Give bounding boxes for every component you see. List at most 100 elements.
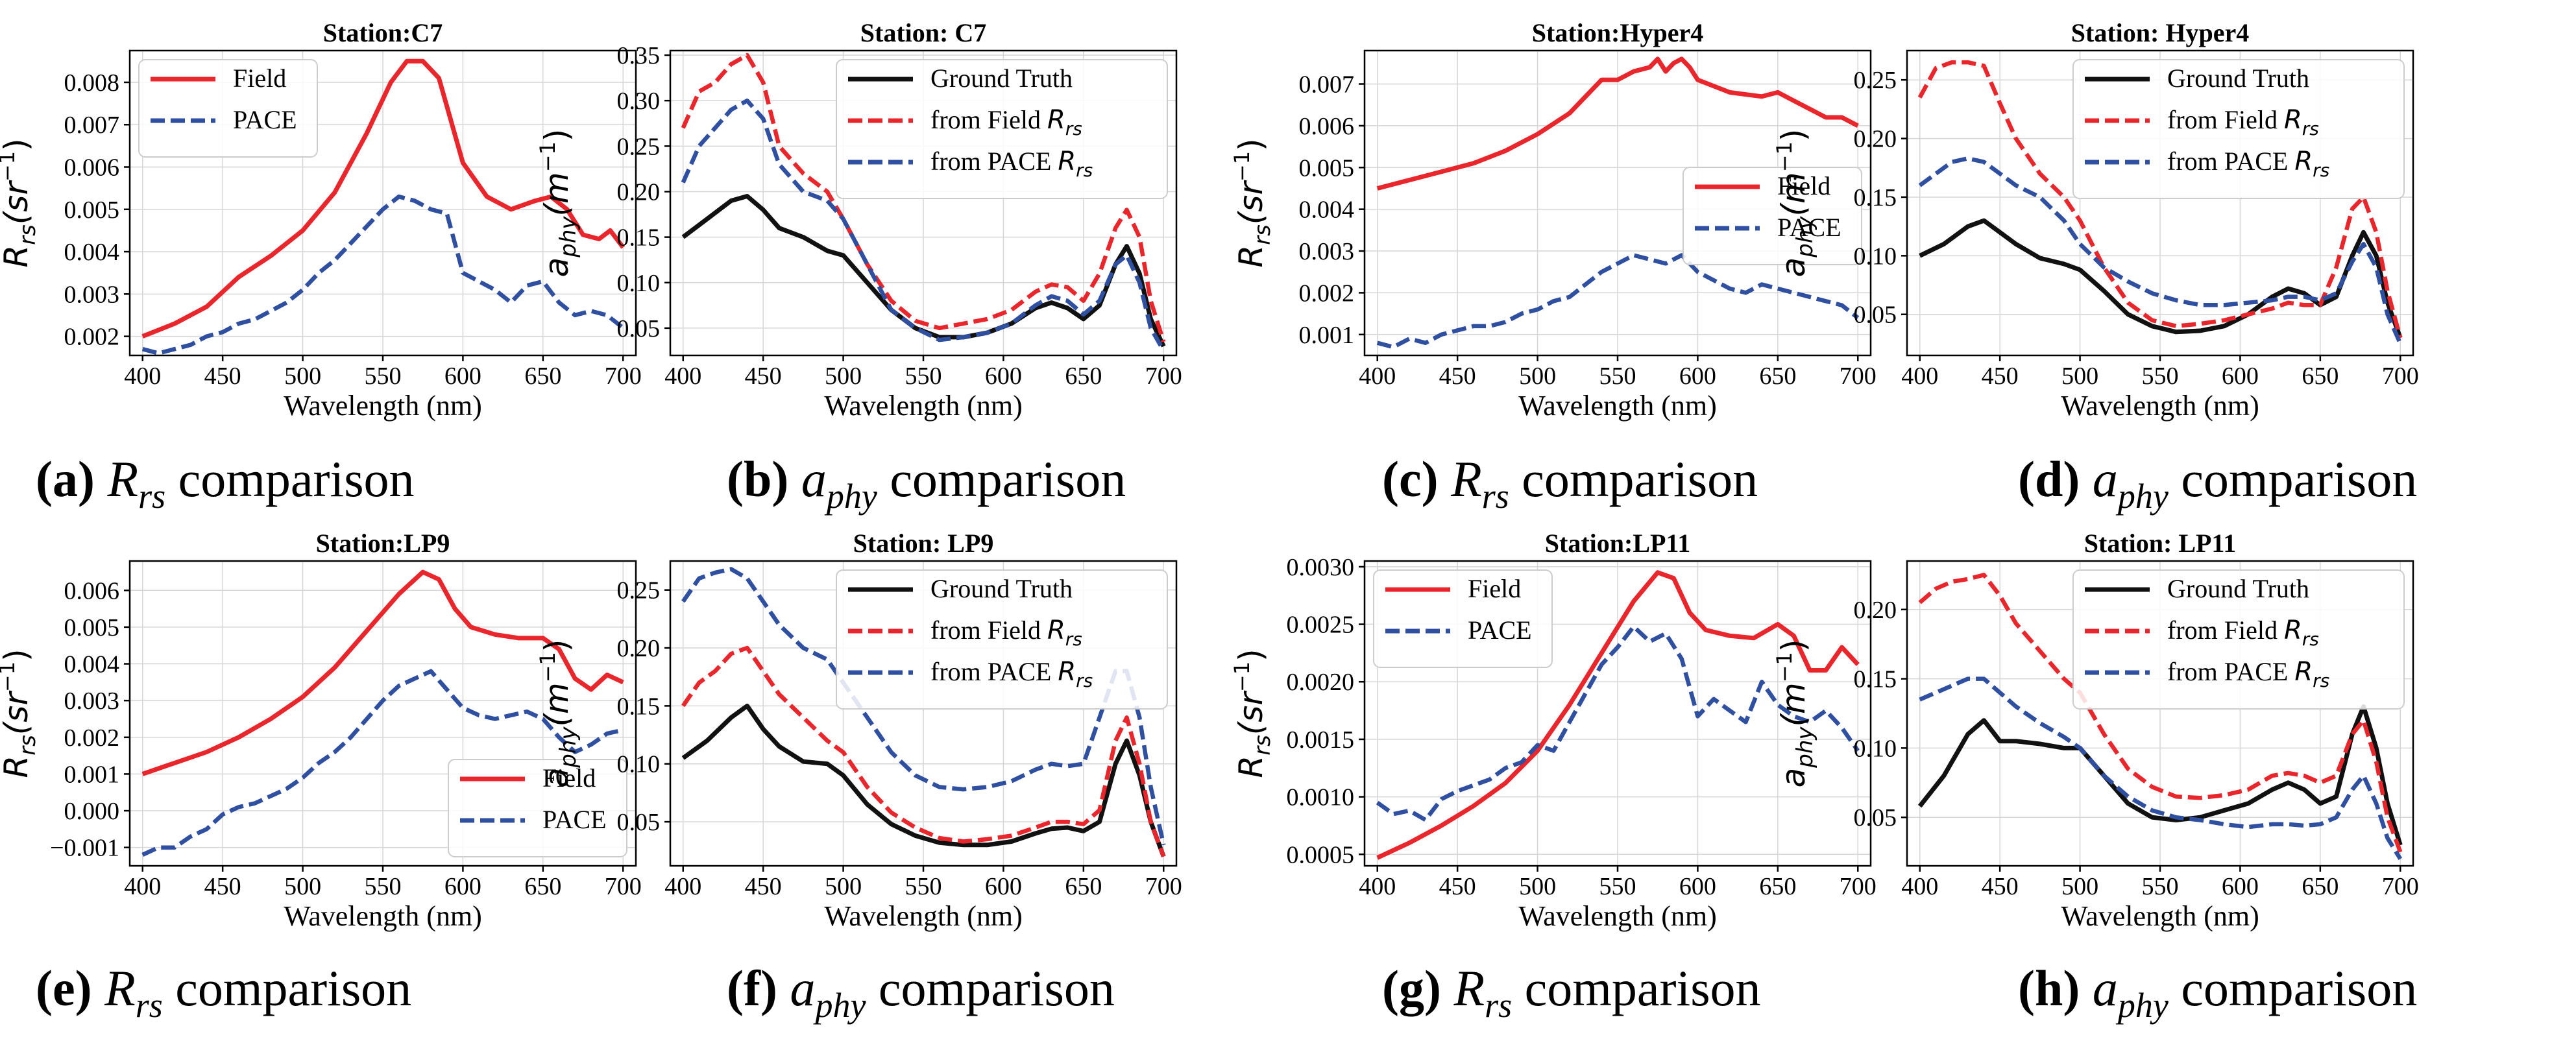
legend: Field PACE [1373,569,1553,668]
legend-box [2072,59,2405,199]
y-tick-label: 0.15 [1854,184,1897,211]
chart-title: Station:LP9 [316,529,450,558]
y-tick-label: 0.006 [64,154,120,182]
y-tick-label: 0.002 [64,724,120,752]
x-tick-label: 550 [905,873,942,900]
legend: Ground Truth from Field Rrs from PACE Rrs [2072,59,2405,199]
legend-entry: Field [233,64,286,93]
legend-entry: Ground Truth [2167,574,2309,603]
x-axis-label: Wavelength (nm) [1518,900,1717,932]
y-tick-label: 0.0030 [1287,554,1355,581]
x-tick-label: 450 [745,363,782,390]
x-tick-label: 400 [664,873,701,900]
legend-entry: from Field Rrs [930,105,1082,139]
x-tick-label: 500 [1519,363,1556,390]
x-axis-label: Wavelength (nm) [1518,390,1717,422]
x-tick-label: 400 [124,363,161,390]
y-tick-label: 0.0015 [1287,726,1355,754]
x-tick-label: 700 [605,363,642,390]
chart-title: Station: C7 [860,18,986,47]
y-tick-label: 0.0010 [1287,784,1355,811]
x-tick-label: 600 [985,873,1022,900]
x-tick-label: 450 [745,873,782,900]
series-line-field [1918,573,2403,853]
legend-entry: Ground Truth [2167,64,2309,93]
series-line-truth [681,703,1166,857]
legend-entry: Ground Truth [930,574,1073,603]
chart-title: Station:LP11 [1545,529,1690,558]
panel-h: 400 450 500 550 600 650 700 0.05 0.10 0.15 0.20 Sta… [1772,529,2419,1025]
x-tick-label: 550 [2142,873,2179,900]
y-tick-label: 0.05 [1854,804,1897,831]
legend-box [1373,569,1553,668]
x-tick-label: 600 [985,363,1022,390]
legend-entry: PACE [542,805,607,834]
x-tick-label: 650 [1759,363,1796,390]
x-tick-label: 600 [1679,873,1716,900]
legend: Ground Truth from Field Rrs from PACE Rrs [836,59,1168,199]
y-tick-label: 0.000 [64,798,120,825]
y-tick-label: 0.004 [1299,197,1355,224]
x-tick-label: 700 [2382,873,2419,900]
y-tick-label: 0.005 [64,197,120,224]
series-line-field [681,53,1166,342]
legend-entry: from Field Rrs [930,615,1082,650]
legend-entry: from PACE Rrs [930,147,1093,181]
x-axis-label: Wavelength (nm) [824,390,1023,422]
y-tick-label: 0.05 [617,809,661,836]
y-tick-label: 0.003 [64,281,120,308]
legend: Field PACE [448,759,627,857]
x-tick-label: 500 [2061,873,2098,900]
series-line-field [1917,60,2403,339]
y-tick-label: 0.25 [617,577,661,604]
x-tick-label: 700 [605,873,642,900]
x-tick-label: 450 [1439,873,1476,900]
chart-title: Station:Hyper4 [1532,18,1703,47]
panel-e: 400 450 500 550 600 650 700 −0.001 0.000 0.001 0.0… [0,529,642,1025]
x-tick-label: 500 [284,873,321,900]
series-line-field [681,645,1166,857]
y-tick-label: 0.10 [1854,735,1897,762]
x-tick-label: 400 [1359,363,1396,390]
y-tick-label: 0.05 [617,315,661,342]
x-tick-label: 700 [2382,363,2419,390]
y-tick-label: 0.15 [617,224,661,252]
chart-title: Station: LP11 [2084,529,2236,558]
series-line-pace [1376,624,1860,822]
panel-g: 400 450 500 550 600 650 700 0.0005 0.0010 0.0015 0… [1230,529,1877,1025]
legend-entry: PACE [1777,213,1841,242]
x-tick-label: 700 [1145,873,1182,900]
y-tick-label: 0.20 [1854,126,1897,153]
legend-box [448,759,627,857]
y-tick-label: 0.006 [1299,113,1355,140]
x-tick-label: 400 [1901,873,1938,900]
y-tick-label: 0.20 [617,635,661,662]
series-line-pace [141,669,624,857]
x-axis-label: Wavelength (nm) [284,900,482,932]
panel-caption: (g) Rrs comparison [1382,960,1761,1025]
x-tick-label: 550 [905,363,942,390]
x-tick-label: 600 [444,363,481,390]
panel-d: 400 450 500 550 600 650 700 0.05 0.10 0.15 0.20 0.2… [1772,18,2419,516]
x-tick-label: 600 [444,873,481,900]
x-tick-label: 400 [124,873,161,900]
x-tick-label: 600 [2222,363,2259,390]
y-tick-label: 0.25 [1854,67,1897,94]
y-tick-label: 0.25 [617,133,661,160]
x-tick-label: 450 [1982,363,2019,390]
x-tick-label: 550 [365,363,402,390]
y-tick-label: 0.004 [64,651,120,678]
x-tick-label: 450 [204,873,241,900]
y-tick-label: 0.004 [64,239,120,266]
legend-entry: Ground Truth [930,64,1073,93]
y-axis-label: Rrs(sr−1) [0,138,41,267]
panel-caption: (f) aphy comparison [727,960,1115,1025]
panel-a: 400 450 500 550 600 650 700 0.002 0.003 0.004 0.00… [0,18,642,516]
legend-entry: Field [1468,574,1521,603]
panel-b: 400 450 500 550 600 650 700 0.05 0.10 0.15 0.20 0.2… [535,18,1182,516]
y-tick-label: 0.15 [1854,666,1897,693]
y-tick-label: 0.0020 [1287,669,1355,696]
y-tick-label: 0.10 [617,751,661,778]
y-tick-label: 0.001 [1299,322,1355,349]
